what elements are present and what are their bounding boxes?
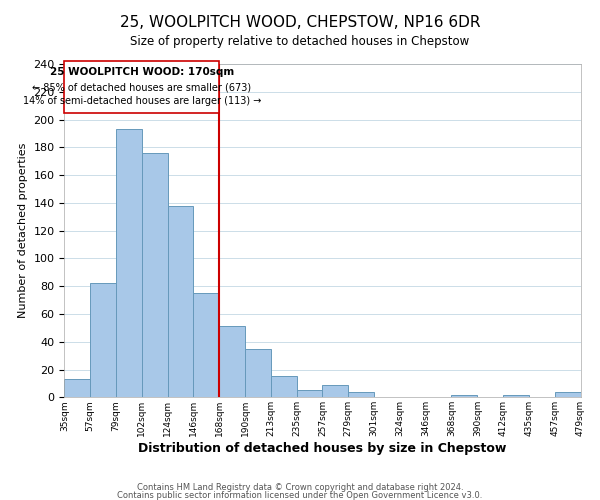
- FancyBboxPatch shape: [64, 61, 219, 112]
- Y-axis label: Number of detached properties: Number of detached properties: [18, 143, 28, 318]
- Bar: [193, 293, 219, 398]
- Bar: [296, 390, 322, 398]
- Text: 25, WOOLPITCH WOOD, CHEPSTOW, NP16 6DR: 25, WOOLPITCH WOOD, CHEPSTOW, NP16 6DR: [120, 15, 480, 30]
- Bar: [451, 394, 477, 398]
- Text: 25 WOOLPITCH WOOD: 170sqm: 25 WOOLPITCH WOOD: 170sqm: [50, 67, 234, 77]
- Bar: [271, 376, 296, 398]
- Bar: [64, 379, 90, 398]
- Text: Size of property relative to detached houses in Chepstow: Size of property relative to detached ho…: [130, 35, 470, 48]
- X-axis label: Distribution of detached houses by size in Chepstow: Distribution of detached houses by size …: [138, 442, 506, 455]
- Bar: [348, 392, 374, 398]
- Text: ← 85% of detached houses are smaller (673): ← 85% of detached houses are smaller (67…: [32, 82, 251, 92]
- Bar: [90, 284, 116, 398]
- Bar: [142, 153, 167, 398]
- Bar: [219, 326, 245, 398]
- Text: Contains HM Land Registry data © Crown copyright and database right 2024.: Contains HM Land Registry data © Crown c…: [137, 483, 463, 492]
- Bar: [554, 392, 581, 398]
- Bar: [167, 206, 193, 398]
- Bar: [245, 348, 271, 398]
- Bar: [503, 394, 529, 398]
- Bar: [322, 385, 348, 398]
- Text: Contains public sector information licensed under the Open Government Licence v3: Contains public sector information licen…: [118, 490, 482, 500]
- Bar: [116, 130, 142, 398]
- Text: 14% of semi-detached houses are larger (113) →: 14% of semi-detached houses are larger (…: [23, 96, 261, 106]
